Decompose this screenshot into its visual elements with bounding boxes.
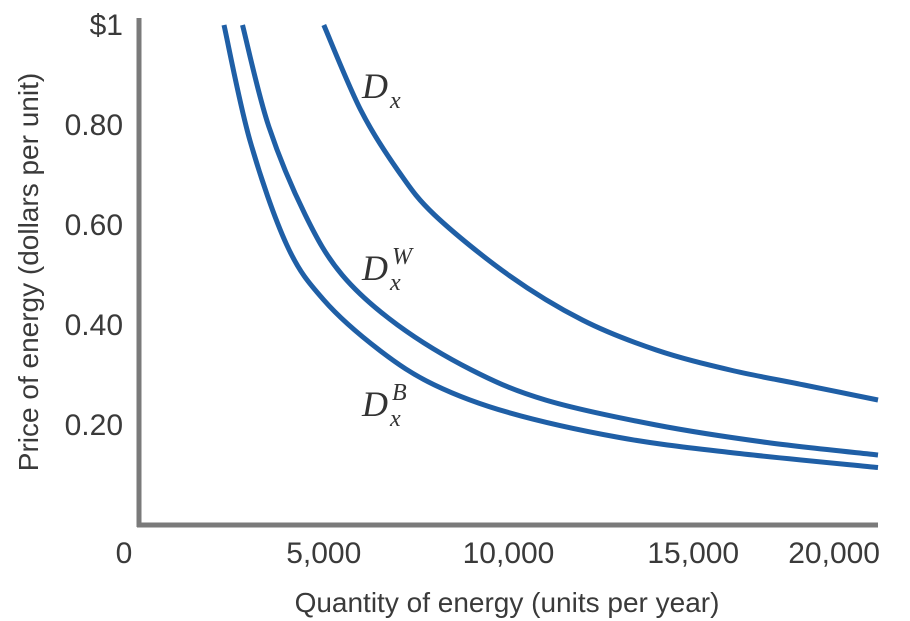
y-tick-label: 0.60: [65, 209, 123, 242]
curve-label-subscript: x: [389, 406, 401, 432]
y-tick-label: 0.20: [65, 409, 123, 442]
y-tick-label: $1: [90, 9, 123, 42]
curve-label-subscript: x: [389, 88, 401, 114]
curve-label-main: D: [361, 384, 388, 424]
y-tick-label: 0.40: [65, 309, 123, 342]
y-tick-labels: $1 0.80 0.60 0.40 0.20: [65, 9, 123, 442]
series-line-Dx: [321, 24, 879, 403]
x-tick-label: 20,000: [788, 537, 880, 570]
series-line-DxB: [221, 24, 879, 470]
y-tick-label: 0.80: [65, 109, 123, 142]
curve-label-subscript: x: [389, 270, 401, 296]
curve-label-main: D: [361, 66, 388, 106]
x-axis-title: Quantity of energy (units per year): [295, 587, 720, 618]
curve-label-superscript: B: [392, 380, 407, 406]
x-tick-label: 10,000: [463, 537, 555, 570]
x-tick-label: 15,000: [647, 537, 739, 570]
series-line-DxW: [240, 24, 879, 458]
curve-label-main: D: [361, 248, 388, 288]
series-lines: [221, 24, 879, 470]
axes: [136, 18, 878, 528]
x-tick-label: 0: [116, 537, 133, 570]
x-tick-labels: 0 5,000 10,000 15,000 20,000: [116, 537, 880, 570]
curve-label-superscript: W: [392, 244, 414, 270]
y-axis-title: Price of energy (dollars per unit): [13, 73, 44, 471]
x-tick-label: 5,000: [286, 537, 361, 570]
